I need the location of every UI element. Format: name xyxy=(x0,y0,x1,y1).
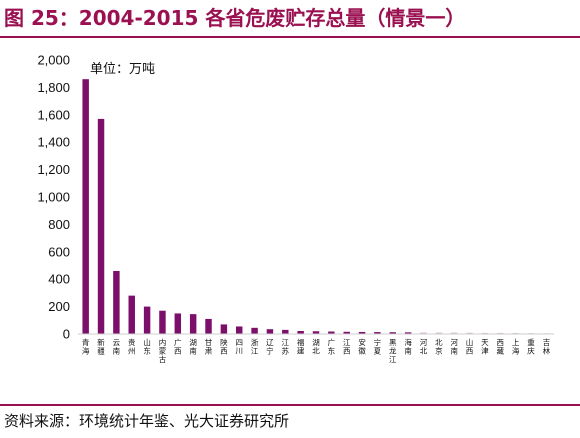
source-rule xyxy=(0,404,580,406)
bar-4 xyxy=(128,295,135,334)
x-tick-label: 湖南 xyxy=(189,338,197,356)
x-tick-label: 黑龙江 xyxy=(389,338,397,364)
x-tick-label: 贵州 xyxy=(128,337,136,356)
bar-3 xyxy=(113,270,120,334)
bar-23 xyxy=(420,332,427,334)
title-rule xyxy=(0,36,580,38)
y-tick-label: 1,000 xyxy=(37,190,70,205)
x-tick-label: 宁夏 xyxy=(374,337,382,356)
x-tick-label: 江西 xyxy=(343,338,351,356)
bar-5 xyxy=(143,306,151,334)
x-tick-label: 陕西 xyxy=(220,337,228,356)
x-tick-label: 新疆 xyxy=(97,337,105,356)
bar-22 xyxy=(404,332,412,334)
x-tick-label: 安徽 xyxy=(358,337,366,356)
x-tick-label: 四川 xyxy=(235,338,243,356)
y-tick-label: 1,600 xyxy=(37,107,70,122)
x-tick-label: 内蒙古 xyxy=(159,337,167,364)
x-tick-label: 海南 xyxy=(404,337,412,356)
bar-17 xyxy=(328,331,335,334)
bar-2 xyxy=(97,118,105,334)
x-tick-label: 江苏 xyxy=(282,338,290,356)
unit-label: 单位：万吨 xyxy=(90,62,155,77)
bar-14 xyxy=(282,329,289,334)
x-tick-label: 重庆 xyxy=(527,338,535,356)
x-tick-label: 山西 xyxy=(466,337,474,356)
y-tick-label: 1,800 xyxy=(37,80,70,95)
bar-21 xyxy=(389,332,396,334)
bar-25 xyxy=(450,332,458,334)
bar-16 xyxy=(312,331,320,334)
bar-18 xyxy=(343,331,350,334)
bar-28 xyxy=(497,332,504,334)
bar-1 xyxy=(82,79,89,335)
y-tick-label: 2,000 xyxy=(37,53,70,68)
bar-10 xyxy=(220,324,228,334)
x-tick-label: 广东 xyxy=(328,337,336,356)
y-tick-label: 200 xyxy=(48,299,70,314)
source-note: 资料来源：环境统计年鉴、光大证券研究所 xyxy=(4,412,290,430)
bar-11 xyxy=(236,326,243,334)
x-tick-label: 上海 xyxy=(512,338,520,356)
x-axis: 青海新疆云南贵州山东内蒙古广西湖南甘肃陕西四川浙江辽宁江苏福建湖北广东江西安徽宁… xyxy=(78,333,554,364)
x-tick-label: 湖北 xyxy=(312,338,320,356)
bar-8 xyxy=(189,314,197,334)
bar-9 xyxy=(205,318,212,334)
bar-chart: 0 200 400 600 800 1,000 1,200 1,400 1,600 1,800 2,… xyxy=(37,53,554,364)
x-tick-label: 北京 xyxy=(435,338,443,356)
x-tick-label: 西藏 xyxy=(497,338,505,356)
figure-title: 图 25：2004-2015 各省危废贮存总量（情景一） xyxy=(4,6,466,30)
x-tick-label: 浙江 xyxy=(251,337,259,356)
x-tick-label: 甘肃 xyxy=(205,337,213,356)
bar-6 xyxy=(159,310,166,334)
y-axis: 0 200 400 600 800 1,000 1,200 1,400 1,600 1,800 2,… xyxy=(37,53,70,342)
bar-12 xyxy=(251,327,258,334)
y-tick-label: 1,400 xyxy=(37,135,70,150)
x-tick-label: 天津 xyxy=(481,338,489,356)
x-tick-label: 吉林 xyxy=(543,338,551,356)
bars xyxy=(82,79,550,335)
bar-7 xyxy=(174,313,182,334)
bar-15 xyxy=(297,330,304,334)
x-tick-label: 山东 xyxy=(143,337,151,356)
x-tick-label: 青海 xyxy=(82,337,90,356)
y-tick-label: 600 xyxy=(48,244,70,259)
y-tick-label: 1,200 xyxy=(37,162,70,177)
bar-26 xyxy=(466,332,473,334)
y-tick-label: 400 xyxy=(48,272,70,287)
y-tick-label: 0 xyxy=(63,327,70,342)
bar-13 xyxy=(266,329,274,334)
bar-27 xyxy=(481,332,489,334)
x-tick-label: 广西 xyxy=(174,337,182,356)
bar-20 xyxy=(374,332,381,334)
bar-24 xyxy=(435,332,443,334)
x-tick-label: 云南 xyxy=(113,338,121,356)
x-tick-label: 河北 xyxy=(420,338,428,356)
bar-19 xyxy=(358,331,366,334)
y-tick-label: 800 xyxy=(48,217,70,232)
x-tick-label: 辽宁 xyxy=(266,338,274,356)
x-tick-label: 河南 xyxy=(450,338,458,356)
x-tick-label: 福建 xyxy=(297,338,305,356)
